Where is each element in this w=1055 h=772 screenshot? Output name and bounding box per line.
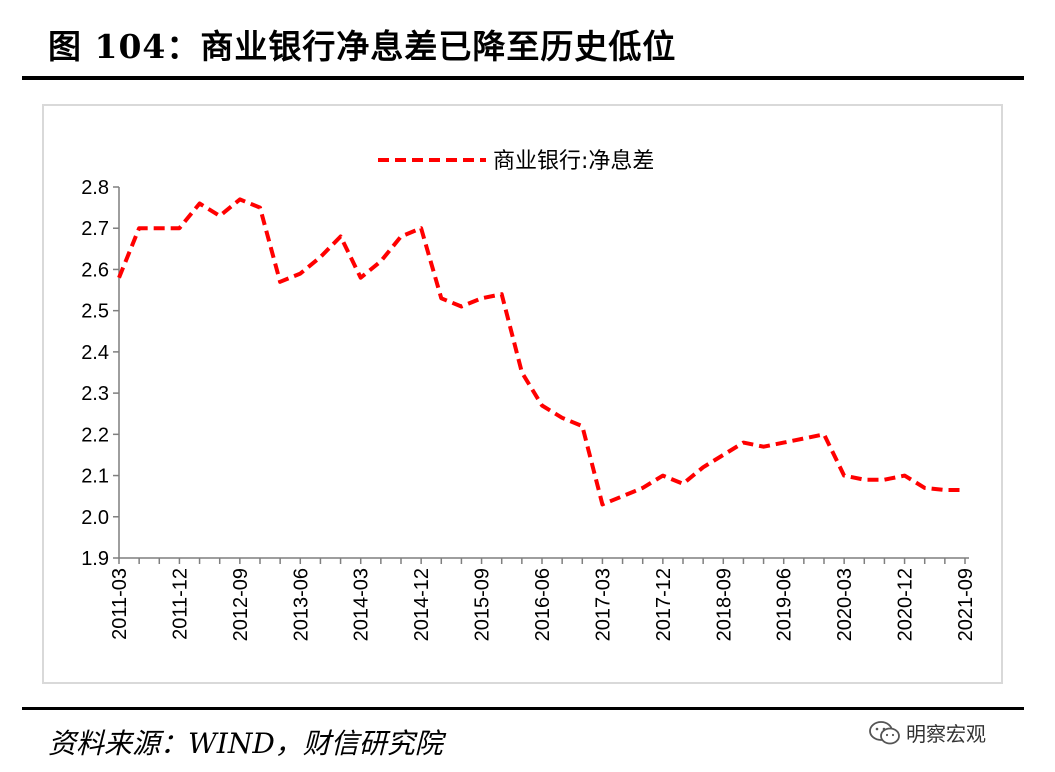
y-tick-label: 2.3: [81, 383, 109, 405]
data-point: [823, 433, 826, 436]
x-tick-label: 2021-09: [955, 568, 977, 641]
y-tick-label: 2.8: [81, 177, 109, 199]
data-point: [198, 202, 201, 205]
y-tick-label: 2.2: [81, 424, 109, 446]
data-point: [138, 227, 141, 230]
y-tick-label: 2.5: [81, 301, 109, 323]
data-point: [702, 466, 705, 469]
data-point: [339, 235, 342, 238]
data-point: [903, 474, 906, 477]
figure-title: 图 104：商业银行净息差已降至历史低位: [48, 27, 677, 66]
source-note: 资料来源：WIND，财信研究院: [48, 727, 443, 760]
data-point: [762, 445, 765, 448]
data-point: [802, 437, 805, 440]
watermark: 明察宏观: [868, 718, 986, 747]
y-tick-label: 2.0: [81, 507, 109, 529]
data-point: [500, 293, 503, 296]
data-point: [682, 482, 685, 485]
data-point: [541, 404, 544, 407]
y-tick-label: 1.9: [81, 548, 109, 570]
data-point: [722, 453, 725, 456]
data-point: [601, 503, 604, 506]
data-point: [782, 441, 785, 444]
data-point: [621, 495, 624, 498]
data-point: [843, 474, 846, 477]
data-point: [259, 206, 262, 209]
data-point: [359, 276, 362, 279]
data-point: [279, 280, 282, 283]
x-tick-label: 2019-06: [774, 568, 796, 641]
data-point: [480, 297, 483, 300]
data-point: [319, 256, 322, 259]
series-line-net-interest-margin: [117, 197, 965, 507]
chart-frame: [42, 104, 1003, 684]
x-tick-label: 2018-09: [713, 568, 735, 641]
wechat-icon: [868, 720, 902, 746]
data-point: [460, 305, 463, 308]
x-tick-label: 2011-12: [169, 568, 191, 640]
data-point: [379, 260, 382, 263]
data-point: [178, 227, 181, 230]
x-tick-label: 2014-03: [351, 568, 373, 641]
footer-rule: [22, 707, 1024, 710]
x-tick-label: 2016-06: [532, 568, 554, 641]
y-tick-label: 2.4: [81, 342, 109, 364]
data-point: [661, 474, 664, 477]
data-point: [158, 227, 161, 230]
data-point: [641, 486, 644, 489]
x-tick-label: 2015-09: [472, 568, 494, 641]
data-point: [299, 272, 302, 275]
data-point: [923, 486, 926, 489]
x-tick-label: 2020-12: [895, 568, 917, 641]
x-tick-label: 2020-03: [834, 568, 856, 641]
data-point: [118, 276, 121, 279]
data-point: [964, 488, 967, 491]
x-tick-label: 2014-12: [411, 568, 433, 641]
data-point: [883, 478, 886, 481]
data-point: [581, 425, 584, 428]
legend-label: 商业银行:净息差: [493, 149, 654, 174]
y-tick-label: 2.6: [81, 259, 109, 281]
x-tick-label: 2017-12: [653, 568, 675, 641]
data-point: [520, 371, 523, 374]
data-point: [863, 478, 866, 481]
y-tick-label: 2.7: [81, 218, 109, 240]
x-tick-label: 2013-06: [290, 568, 312, 641]
x-tick-label: 2017-03: [592, 568, 614, 641]
x-tick-label: 2012-09: [230, 568, 252, 641]
data-point: [440, 297, 443, 300]
title-rule: [22, 76, 1024, 80]
data-point: [218, 214, 221, 217]
watermark-text: 明察宏观: [906, 722, 986, 746]
y-tick-label: 2.1: [81, 466, 109, 488]
data-point: [943, 488, 946, 491]
data-point: [561, 416, 564, 419]
data-point: [742, 441, 745, 444]
data-point: [400, 235, 403, 238]
data-point: [420, 227, 423, 230]
data-point: [238, 198, 241, 201]
x-tick-label: 2011-03: [109, 568, 131, 640]
